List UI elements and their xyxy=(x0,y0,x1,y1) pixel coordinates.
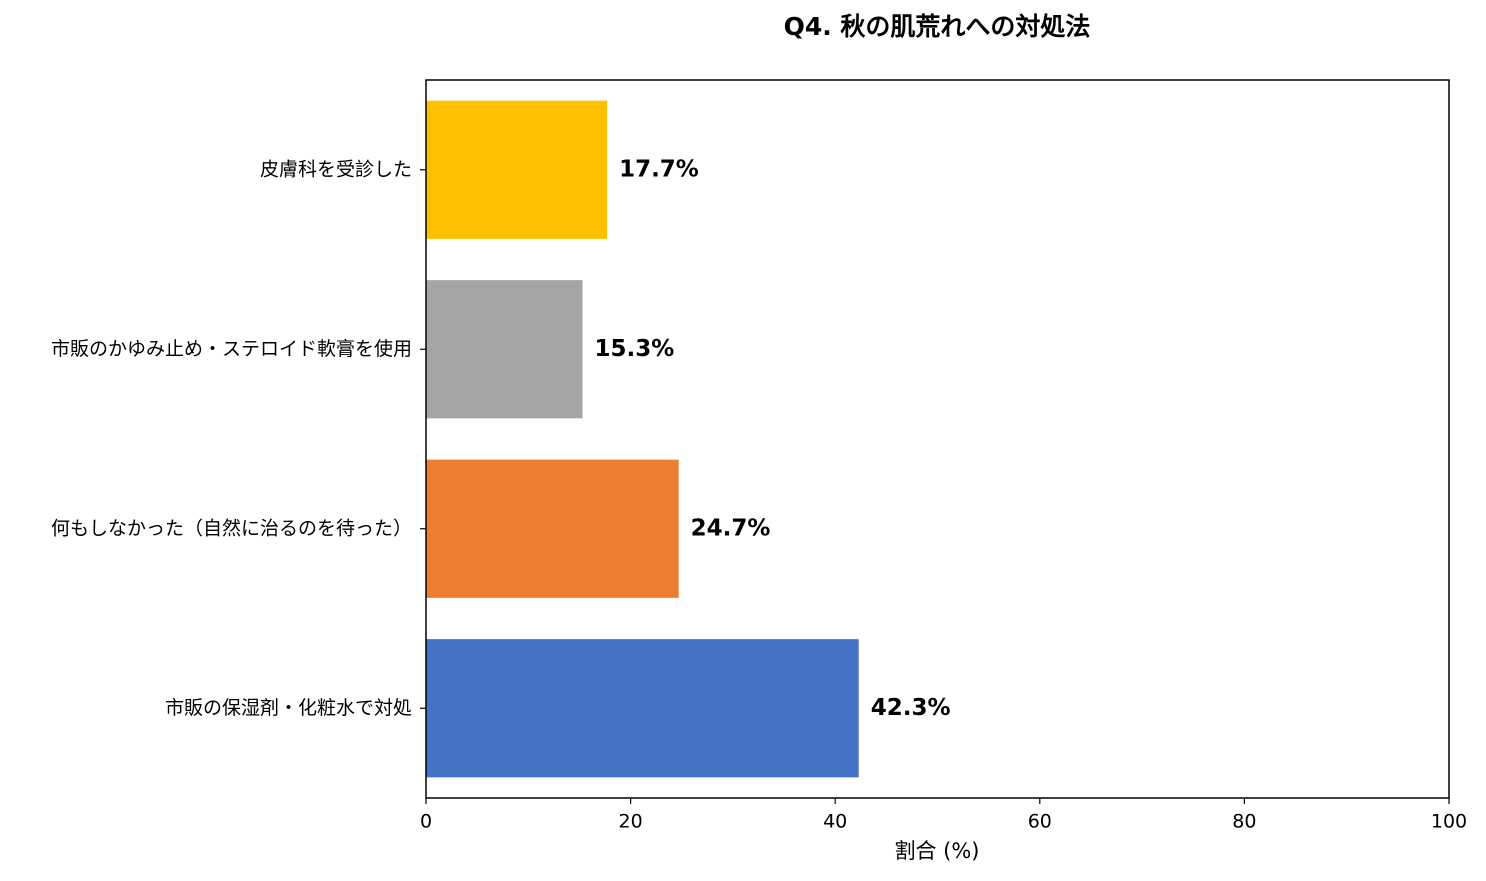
bar xyxy=(426,459,679,598)
value-label: 42.3% xyxy=(871,695,951,721)
plot-frame xyxy=(425,79,1450,799)
value-label: 24.7% xyxy=(691,515,771,541)
value-label: 17.7% xyxy=(619,156,699,182)
x-tick-label: 0 xyxy=(420,811,432,833)
x-tick-label: 80 xyxy=(1232,811,1256,833)
y-tick-label: 市販のかゆみ止め・ステロイド軟膏を使用 xyxy=(51,337,412,360)
x-tick-label: 40 xyxy=(823,811,847,833)
y-tick-label: 何もしなかった（自然に治るのを待った） xyxy=(51,517,412,539)
y-tick-label: 市販の保湿剤・化粧水で対処 xyxy=(165,697,412,719)
x-tick-label: 20 xyxy=(619,811,643,833)
bar xyxy=(426,100,608,239)
chart-title: Q4. 秋の肌荒れへの対処法 xyxy=(784,12,1091,41)
x-tick-label: 100 xyxy=(1431,811,1467,833)
y-tick-label: 皮膚科を受診した xyxy=(260,158,412,180)
x-axis-label: 割合 (%) xyxy=(894,839,979,863)
x-tick-label: 60 xyxy=(1028,811,1052,833)
bar xyxy=(426,280,583,419)
value-label: 15.3% xyxy=(595,336,675,362)
bar xyxy=(426,639,859,778)
